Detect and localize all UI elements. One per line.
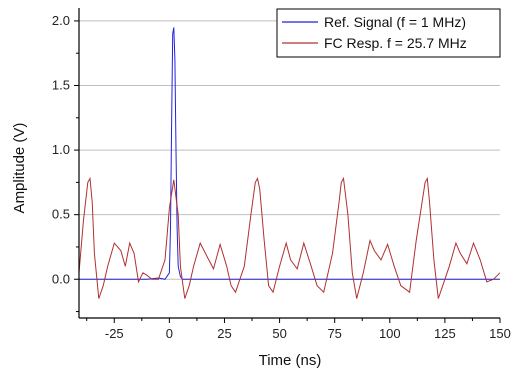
legend-label-fc-response: FC Resp. f = 25.7 MHz bbox=[324, 35, 467, 51]
x-tick-label: -25 bbox=[105, 326, 124, 341]
x-tick-label: 150 bbox=[489, 326, 511, 341]
legend-label-ref-signal: Ref. Signal (f = 1 MHz) bbox=[324, 14, 466, 30]
ticks: 0.0 0.5 1.0 1.5 2.0 -25 0 25 50 75 100 125 150 bbox=[52, 13, 511, 341]
x-axis-title: Time (ns) bbox=[259, 352, 322, 369]
legend: Ref. Signal (f = 1 MHz) FC Resp. f = 25.… bbox=[276, 8, 501, 58]
x-tick-label: 0 bbox=[166, 326, 173, 341]
series-line-ref-signal bbox=[79, 27, 500, 280]
y-tick-label: 2.0 bbox=[52, 13, 70, 28]
series-line-fc-response bbox=[78, 176, 501, 299]
series-layer bbox=[78, 27, 501, 299]
y-tick-label: 0.0 bbox=[52, 271, 70, 286]
x-tick-label: 75 bbox=[327, 326, 341, 341]
legend-box bbox=[276, 8, 501, 58]
x-tick-label: 125 bbox=[434, 326, 456, 341]
x-tick-label: 25 bbox=[217, 326, 231, 341]
y-tick-label: 1.5 bbox=[52, 78, 70, 93]
axes bbox=[78, 8, 500, 319]
x-tick-label: 50 bbox=[272, 326, 286, 341]
y-tick-label: 1.0 bbox=[52, 142, 70, 157]
y-axis-title: Amplitude (V) bbox=[11, 123, 28, 214]
grid-lines bbox=[79, 20, 500, 280]
x-tick-label: 100 bbox=[379, 326, 401, 341]
y-tick-label: 0.5 bbox=[52, 207, 70, 222]
